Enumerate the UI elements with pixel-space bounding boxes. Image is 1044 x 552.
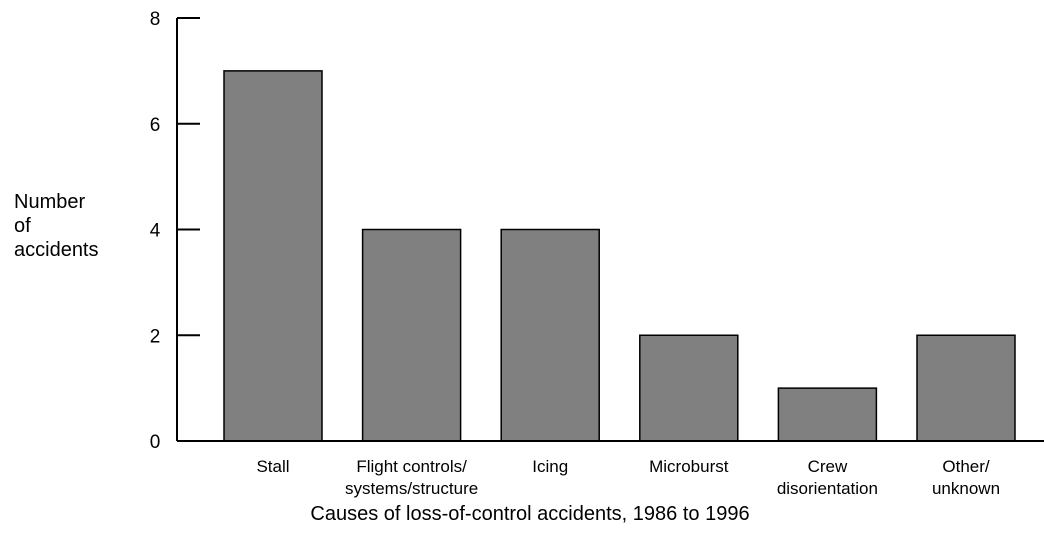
- bar: [223, 70, 323, 442]
- y-tick-label: 6: [150, 115, 161, 136]
- y-tick-label: 2: [150, 326, 161, 347]
- bar: [777, 387, 878, 442]
- x-tick-label: Crew disorientation: [777, 457, 878, 498]
- x-tick-label: Microburst: [649, 457, 729, 476]
- x-tick-label: Icing: [532, 457, 568, 476]
- y-tick-label: 8: [150, 9, 161, 30]
- x-tick-label: Stall: [256, 457, 289, 476]
- x-tick-label: Other/unknown: [932, 457, 1000, 498]
- bar: [916, 334, 1016, 442]
- x-axis-label: Causes of loss-of-control accidents, 198…: [310, 503, 749, 525]
- y-tick-label: 4: [150, 221, 161, 242]
- bar: [500, 228, 600, 442]
- y-tick-label: 0: [150, 432, 161, 453]
- bar: [361, 228, 462, 442]
- x-tick-label: Flight controls/systems/structure: [345, 457, 478, 498]
- y-axis-label: Number of accidents: [14, 191, 99, 261]
- bar: [639, 334, 739, 442]
